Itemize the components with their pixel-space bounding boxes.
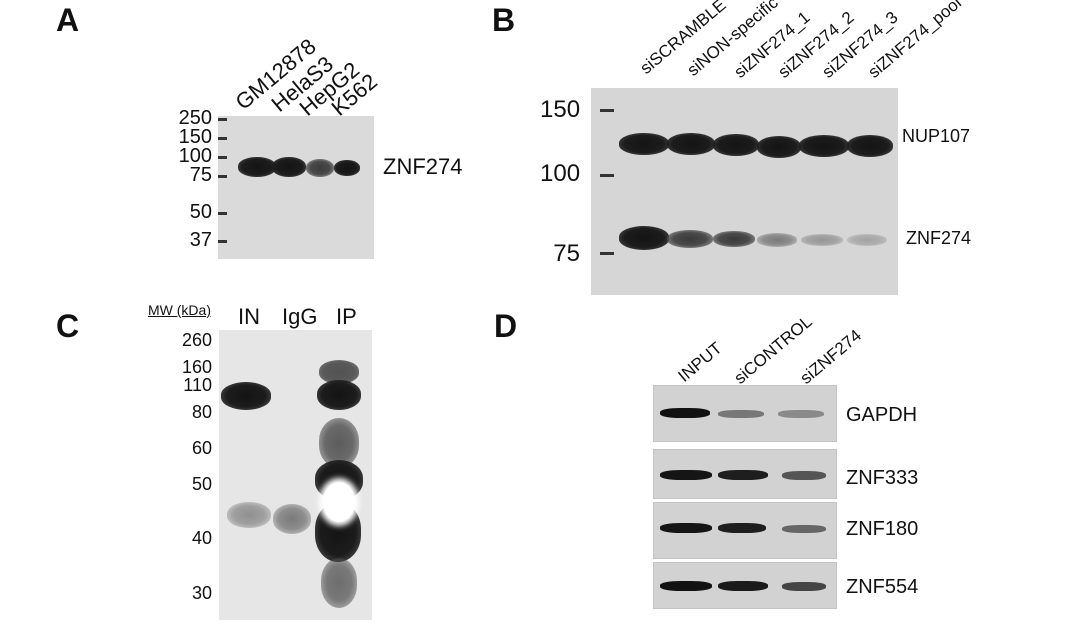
panel-b-marker: 150 [540,96,581,123]
panel-b-letter: B [492,2,516,38]
panel-d-band [782,471,826,480]
panel-c-marker: 30 [191,583,212,603]
panel-c-letter: C [56,308,80,344]
panel-a-marker: 50 [189,201,212,223]
panel-a-marker: 37 [189,229,212,251]
panel-d-gel-znf554 [653,562,837,609]
panel-d-band [660,408,710,418]
panel-a-letter: A [56,2,80,38]
panel-d-gene-label: GAPDH [846,404,918,426]
panel-b-band-nup107-1 [619,133,669,155]
panel-b-lane-label: siZNF274_pool [864,0,965,82]
panel-b-band-znf274-1 [619,226,669,250]
panel-d-lane-label: siZNF274 [796,325,866,388]
panel-b-band-nup107-4 [757,136,801,158]
panel-b-marker: 75 [553,240,580,267]
panel-a-target-label: ZNF274 [383,154,463,179]
panel-c-marker: 160 [181,357,212,377]
panel-b-band-nup107-3 [713,134,759,156]
panel-d-band [718,581,768,591]
panel-c-lane-label: IN [238,304,260,329]
panel-d-band [718,523,766,533]
panel-c-blot [219,330,372,620]
panel-b-target-znf274: ZNF274 [906,228,972,248]
panel-c-band-ip-3 [319,418,359,468]
panel-d-band [782,582,826,591]
panel-c-band-ip-2 [317,380,361,410]
panel-c-marker: 40 [191,528,212,548]
panel-a-marker: 75 [189,164,212,186]
panel-d-band [782,525,826,533]
panel-a-band-gm12878 [238,157,276,177]
panel-a-tick [218,175,227,178]
panel-d-band [718,410,764,418]
panel-b-band-znf274-3 [713,231,755,247]
panel-b-tick [600,109,614,112]
panel-d-band [660,581,712,591]
panel-a-tick [218,212,227,215]
panel-c-marker: 110 [183,375,212,395]
panel-a-tick [218,156,227,159]
panel-a-tick [218,240,227,243]
panel-d-gel-gapdh [653,385,837,442]
panel-b-band-znf274-4 [757,233,797,247]
panel-b-band-nup107-6 [847,135,893,157]
panel-b-blot [591,88,898,295]
panel-c-marker: 80 [191,402,212,422]
panel-a-band-hepg2 [306,159,334,177]
panel-d-gel-znf333 [653,449,837,499]
panel-a-blot [218,116,374,259]
panel-a-tick [218,118,227,121]
panel-d-gene-label: ZNF333 [846,467,919,489]
panel-b-band-znf274-6 [847,234,887,246]
panel-d-lane-label: INPUT [674,338,726,386]
panel-c-band-in-high [221,382,271,410]
panel-b-band-znf274-2 [667,230,713,248]
panel-b-target-nup107: NUP107 [902,126,971,146]
panel-a-marker: 100 [178,145,212,167]
panel-b-marker: 100 [540,160,581,187]
panel-a-band-k562 [334,160,360,176]
panel-b-band-znf274-5 [801,234,843,246]
panel-c-band-igg [273,504,311,534]
panel-b-band-nup107-2 [667,133,715,155]
panel-b-tick [600,252,614,255]
panel-c-saturated-spot [323,482,355,522]
panel-c-marker: 60 [191,438,212,458]
panel-b-tick [600,174,614,177]
panel-c-lane-label: IgG [282,304,318,329]
panel-d-gene-label: ZNF554 [846,576,919,598]
panel-d-band [660,470,712,480]
panel-c-mw-header: MW (kDa) [148,302,211,318]
panel-c-lane-label: IP [336,304,357,329]
panel-c-marker: 260 [181,330,212,350]
panel-b-band-nup107-5 [799,135,849,157]
panel-a-marker: 150 [178,126,212,148]
panel-d-letter: D [494,308,518,344]
panel-a-marker: 250 [178,107,212,129]
panel-a-tick [218,137,227,140]
panel-c-band-ip-6 [321,558,357,608]
panel-a-band-helas3 [272,157,306,177]
panel-c-band-in-low [227,502,271,528]
panel-d-band [778,410,824,418]
panel-c-marker: 50 [191,474,212,494]
panel-d-band [718,470,768,480]
panel-d-gene-label: ZNF180 [846,518,919,540]
panel-d-gel-znf180 [653,502,837,559]
panel-d-band [660,523,712,533]
